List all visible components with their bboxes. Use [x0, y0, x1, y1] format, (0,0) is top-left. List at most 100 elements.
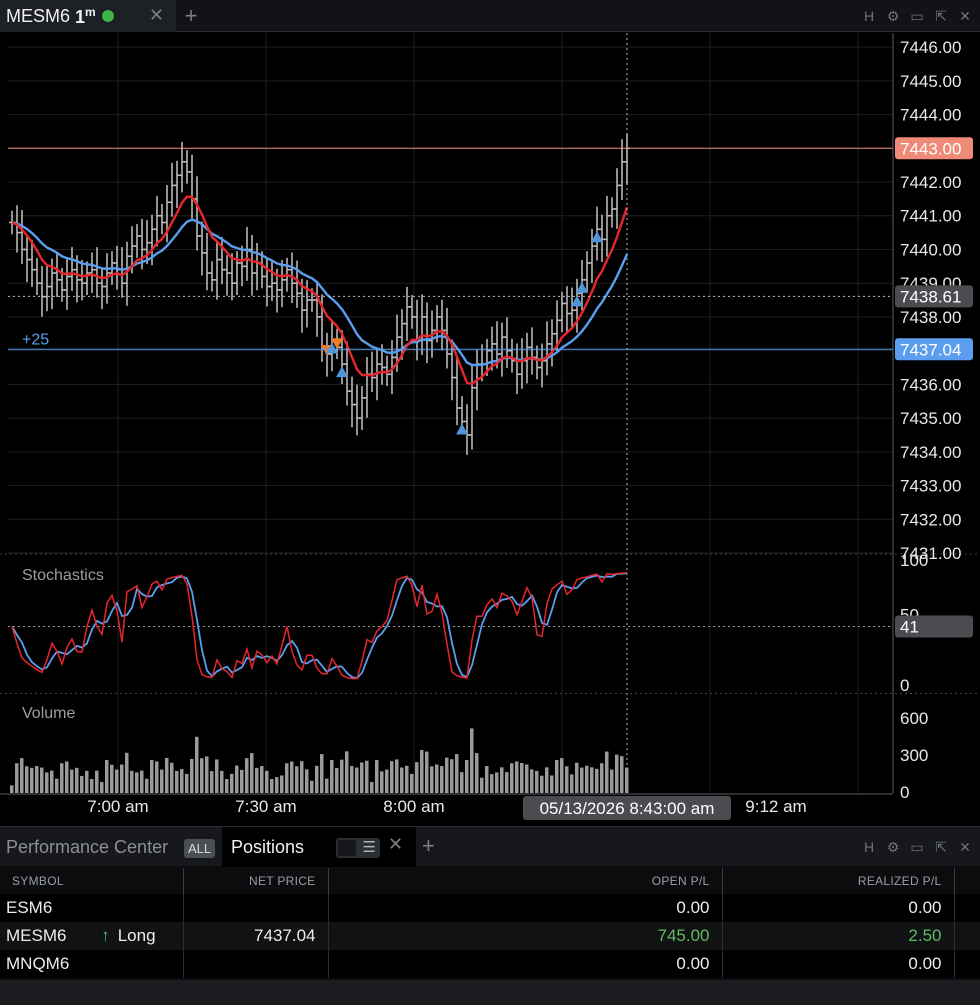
volume-bar [105, 759, 109, 793]
price-tick-label: 7434.00 [900, 443, 961, 462]
chart-labels: 7446.00 7445.00 7444.00 7442.00 7441.00 7440.… [22, 38, 973, 820]
volume-bar [320, 754, 324, 793]
cell-symbol: MNQM6 [0, 950, 184, 978]
footer-strip [0, 980, 980, 1005]
volume-bar [490, 774, 494, 793]
volume-bar [365, 760, 369, 793]
volume-title: Volume [22, 705, 75, 722]
close-window-icon[interactable]: ✕ [959, 838, 971, 855]
volume-bar [35, 766, 39, 793]
price-chart[interactable]: 7446.00 7445.00 7444.00 7442.00 7441.00 7440.… [0, 33, 980, 825]
arrow-up-icon: ↑ [101, 926, 110, 945]
volume-bar [530, 769, 534, 793]
table-row[interactable]: MNQM6 0.00 0.00 [0, 950, 980, 978]
maximize-icon[interactable]: ▭ [910, 7, 924, 24]
table-header-row: SYMBOL NET PRICE OPEN P/L REALIZED P/L [0, 868, 980, 894]
popout-icon[interactable]: ⇱ [935, 838, 947, 855]
volume-bar [120, 764, 124, 793]
volume-tick-label: 600 [900, 709, 928, 728]
all-accounts-badge[interactable]: ALL [184, 839, 216, 858]
volume-bar [40, 767, 44, 793]
volume-bar [555, 759, 559, 793]
volume-bar [620, 756, 624, 793]
sell-marker-icon [331, 338, 343, 350]
chart-tabbar: MESM6 1m ✕ + H ⚙ ▭ ⇱ ✕ [0, 0, 980, 32]
volume-bar [215, 759, 219, 793]
tab-positions[interactable]: Positions ☰ ✕ [222, 827, 416, 867]
volume-bar [190, 758, 194, 793]
col-symbol[interactable]: SYMBOL [0, 868, 184, 894]
volume-bar [100, 782, 104, 793]
volume-bar [475, 753, 479, 793]
volume-bar [125, 752, 129, 793]
live-status-dot [101, 10, 114, 22]
gear-icon[interactable]: ⚙ [886, 838, 900, 855]
add-tab-icon[interactable]: + [422, 833, 435, 858]
stochastics-pane [8, 572, 893, 680]
volume-bar [30, 767, 34, 793]
price-bars [9, 133, 630, 455]
link-group-icon[interactable]: H [863, 8, 875, 24]
link-group-icon[interactable]: H [863, 839, 875, 855]
volume-bar [330, 759, 334, 793]
tab-performance-center[interactable]: Performance Center [6, 837, 169, 857]
volume-bar [615, 754, 619, 793]
close-icon[interactable]: ✕ [388, 834, 404, 854]
chart-tab[interactable]: MESM6 1m ✕ [0, 0, 176, 32]
add-tab-icon[interactable]: + [184, 3, 198, 28]
volume-bar [250, 753, 254, 793]
chart-symbol: MESM6 [6, 5, 71, 26]
stoch-d-line [11, 572, 628, 680]
price-tick-label: 7446.00 [900, 38, 961, 57]
chart-axes [0, 33, 980, 795]
symbol-text: MESM6 [6, 926, 67, 945]
volume-bar [230, 773, 234, 793]
panel-tabbar: Performance Center ALL Positions ☰ ✕ + H… [0, 826, 980, 867]
volume-tick-label: 300 [900, 746, 928, 765]
volume-bar [335, 768, 339, 793]
gear-icon[interactable]: ⚙ [886, 7, 900, 24]
cell-spacer [954, 950, 980, 978]
stoch-value-badge: 41 [900, 618, 919, 637]
volume-bar [355, 767, 359, 793]
volume-bar [55, 778, 59, 793]
close-window-icon[interactable]: ✕ [959, 7, 971, 24]
volume-bar [280, 775, 284, 793]
volume-bar [225, 779, 229, 793]
volume-bar [595, 768, 599, 793]
col-open-pl[interactable]: OPEN P/L [328, 868, 723, 894]
price-tick-label: 7433.00 [900, 477, 961, 496]
view-toggle[interactable]: ☰ [336, 838, 380, 858]
volume-bar [85, 770, 89, 793]
table-row[interactable]: MESM6 ↑ Long 7437.04 745.00 2.50 [0, 922, 980, 950]
price-tick-label: 7444.00 [900, 106, 961, 125]
position-qty-label: +25 [22, 331, 49, 348]
volume-bar [525, 764, 529, 793]
volume-bar [575, 762, 579, 793]
volume-bar [15, 763, 19, 793]
cell-symbol: ESM6 [0, 894, 184, 922]
volume-bar [130, 770, 134, 793]
table-row[interactable]: ESM6 0.00 0.00 [0, 894, 980, 922]
close-icon[interactable]: ✕ [148, 5, 164, 25]
col-net-price[interactable]: NET PRICE [183, 868, 329, 894]
popout-icon[interactable]: ⇱ [935, 7, 947, 24]
volume-bar [425, 751, 429, 793]
chart-window-controls: H ⚙ ▭ ⇱ ✕ [862, 0, 972, 32]
cell-net-price [183, 894, 329, 922]
volume-bar [585, 765, 589, 793]
volume-tick-label: 0 [900, 783, 909, 802]
chart-canvas[interactable]: 7446.00 7445.00 7444.00 7442.00 7441.00 7440.… [0, 33, 980, 825]
volume-bar [395, 759, 399, 793]
volume-bar [310, 780, 314, 793]
maximize-icon[interactable]: ▭ [910, 838, 924, 855]
volume-bar [170, 762, 174, 793]
position-side: ↑ Long [101, 926, 155, 945]
positions-panel: Performance Center ALL Positions ☰ ✕ + H… [0, 826, 980, 1005]
volume-bar [20, 758, 24, 793]
volume-bar [205, 756, 209, 793]
trade-markers [321, 231, 603, 435]
last-price-badge-bg [895, 137, 973, 160]
chart-interval-unit: m [85, 4, 96, 19]
col-realized-pl[interactable]: REALIZED P/L [722, 868, 955, 894]
